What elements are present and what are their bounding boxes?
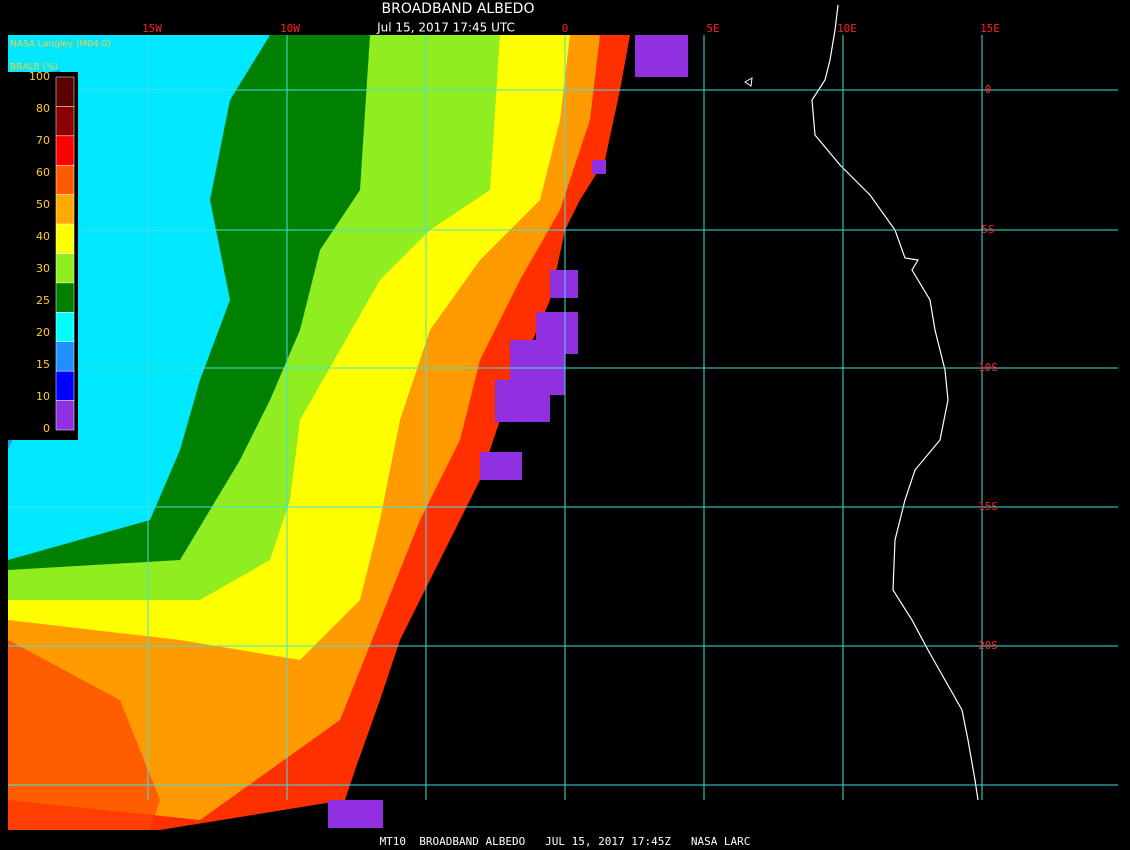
- lon-label: 5E: [706, 22, 719, 35]
- lon-label: 15E: [980, 22, 1000, 35]
- title: BROADBAND ALBEDO: [382, 1, 535, 17]
- colorbar-swatch: [55, 312, 75, 343]
- source: NASA Langley (M04.0): [10, 40, 111, 50]
- colorbar-swatch: [55, 135, 75, 166]
- footer: MT10 BROADBAND ALBEDO JUL 15, 2017 17:45…: [380, 835, 751, 848]
- colorbar-label: 60: [36, 166, 50, 179]
- colorbar-swatch: [55, 106, 75, 137]
- colorbar-label: 40: [36, 230, 50, 243]
- island: [744, 77, 753, 87]
- lon-label: 15W: [142, 22, 162, 35]
- colorbar-swatch: [55, 370, 75, 401]
- no-data-blocks: [328, 35, 688, 828]
- lat-label: 20S: [978, 639, 998, 652]
- colorbar-label: 10: [36, 390, 50, 403]
- lon-label: 10E: [837, 22, 857, 35]
- colorbar-swatch: [55, 194, 75, 225]
- legend-title: BBALB (%): [10, 63, 58, 73]
- colorbar-label: 100: [29, 70, 50, 83]
- colorbar-swatch: [55, 165, 75, 195]
- colorbar-swatch: [55, 341, 75, 372]
- lat-label: 0: [985, 83, 992, 96]
- colorbar-swatch: [55, 282, 75, 313]
- colorbar-label: 50: [36, 198, 50, 211]
- lat-label: 15S: [978, 500, 998, 513]
- coastline: [811, 4, 979, 801]
- colorbar-label: 25: [36, 294, 50, 307]
- colorbar-swatch: [55, 223, 75, 254]
- graticule: [8, 35, 1118, 800]
- colorbar-label: 30: [36, 262, 50, 275]
- colorbar-label: 70: [36, 134, 50, 147]
- colorbar-swatch: [55, 76, 75, 107]
- lat-label: 5S: [981, 223, 994, 236]
- lat-label: 10S: [978, 361, 998, 374]
- colorbar-label: 20: [36, 326, 50, 339]
- imagery-red-south: [8, 640, 160, 830]
- colorbar-label: 80: [36, 102, 50, 115]
- lon-label: 0: [562, 22, 569, 35]
- colorbar-label: 15: [36, 358, 50, 371]
- colorbar-label: 0: [43, 422, 50, 435]
- colorbar-swatch: [55, 400, 75, 431]
- timestamp: Jul 15, 2017 17:45 UTC: [376, 21, 515, 35]
- colorbar-swatch: [55, 253, 75, 284]
- lon-label: 10W: [280, 22, 300, 35]
